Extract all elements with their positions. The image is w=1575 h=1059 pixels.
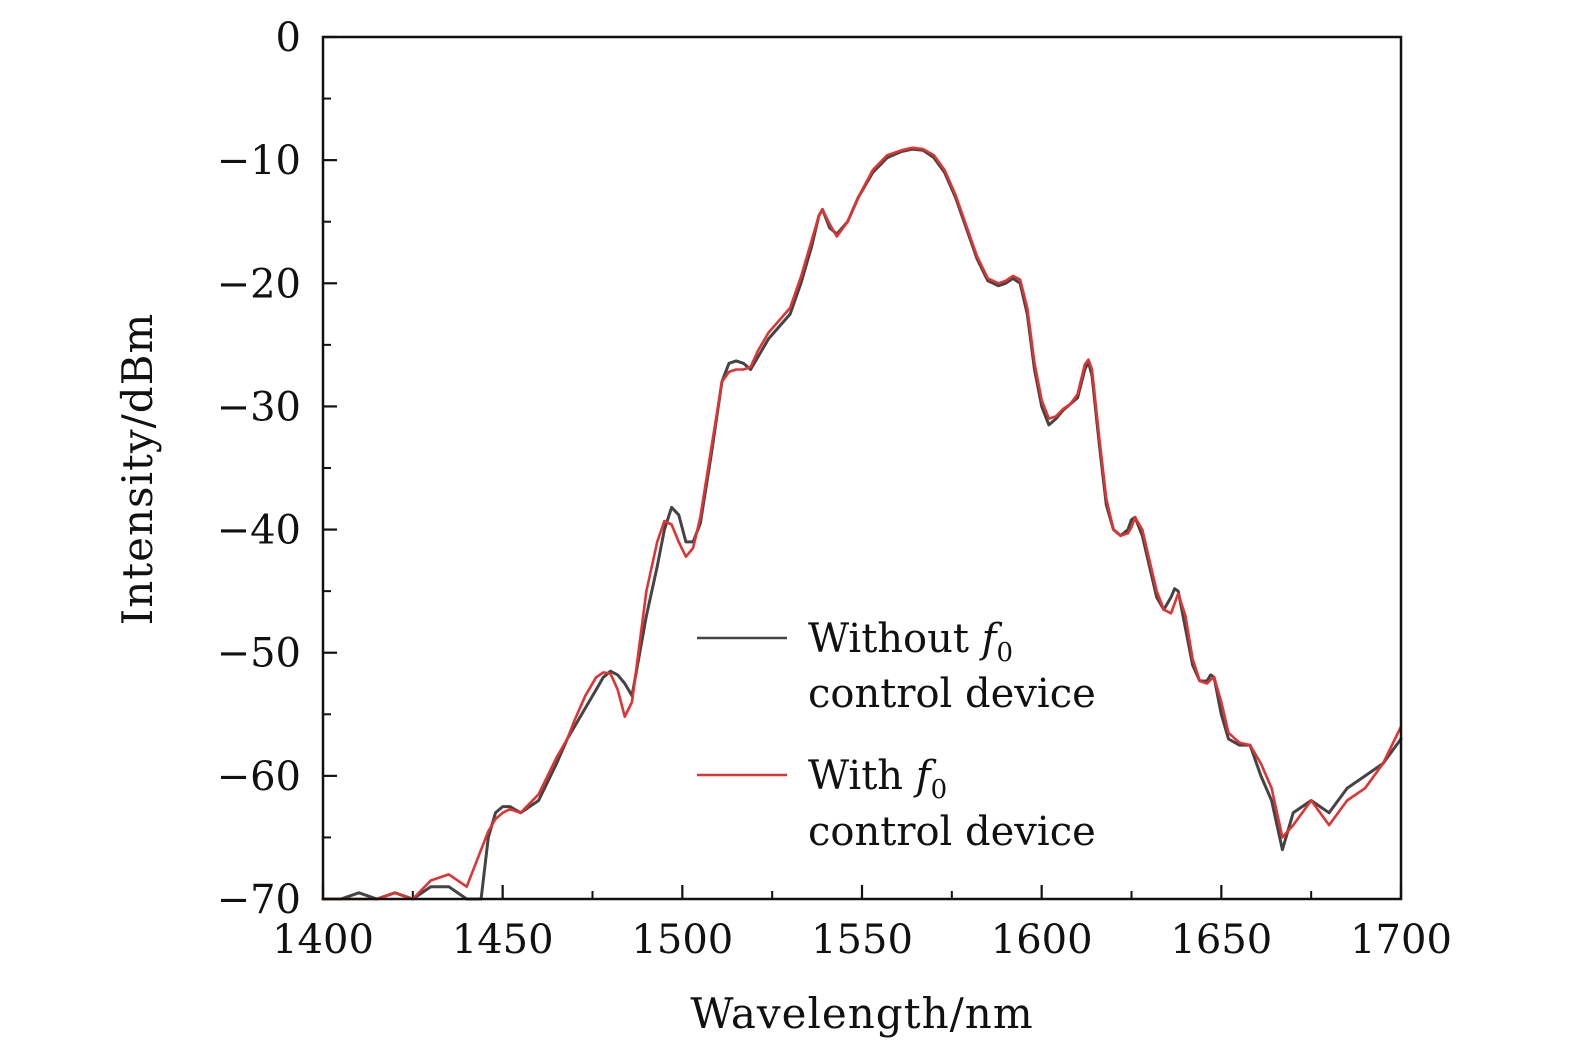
series-layer [321, 146, 1403, 901]
x-tick-label: 1450 [452, 917, 554, 963]
plot-frame [321, 35, 1403, 901]
legend-label-without-line1: Without f0 [808, 616, 1013, 668]
x-tick-label: 1650 [1170, 917, 1272, 963]
x-tick-label: 1500 [631, 917, 733, 963]
legend: Without f0 control device With f0 contro… [697, 616, 1096, 855]
x-axis-label: Wavelength/nm [690, 989, 1033, 1038]
x-tick-label: 1700 [1350, 917, 1452, 963]
x-tick-label: 1600 [991, 917, 1093, 963]
y-tick-label: −40 [217, 508, 301, 554]
legend-label-without-line2: control device [808, 671, 1096, 717]
x-tick-label: 1400 [272, 917, 374, 963]
legend-label-with-line2: control device [808, 809, 1096, 855]
x-tick-label: 1550 [811, 917, 913, 963]
y-tick-label: −50 [217, 631, 301, 677]
labels-layer: 1400 1450 1500 1550 1600 1650 1700 0 −10 −20 −30 −4… [217, 15, 1452, 963]
y-tick-label: −10 [217, 138, 301, 184]
y-tick-label: −60 [217, 754, 301, 800]
y-tick-label: −30 [217, 384, 301, 430]
y-tick-label: −20 [217, 261, 301, 307]
y-tick-label: 0 [276, 15, 301, 61]
legend-label-with-line1: With f0 [808, 753, 947, 805]
y-axis-label: Intensity/dBm [113, 313, 162, 626]
y-tick-label: −70 [217, 877, 301, 923]
series-line-with [321, 146, 1403, 901]
